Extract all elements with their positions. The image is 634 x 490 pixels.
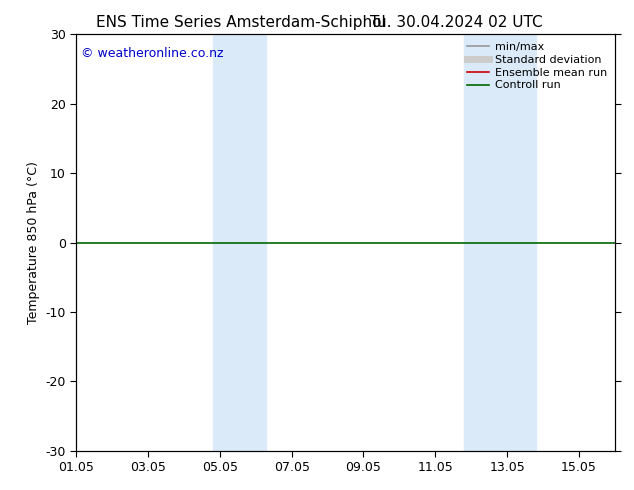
Legend: min/max, Standard deviation, Ensemble mean run, Controll run: min/max, Standard deviation, Ensemble me… xyxy=(463,38,612,95)
Bar xyxy=(212,34,266,451)
Text: ENS Time Series Amsterdam-Schiphol: ENS Time Series Amsterdam-Schiphol xyxy=(96,15,386,30)
Y-axis label: Temperature 850 hPa (°C): Temperature 850 hPa (°C) xyxy=(27,161,40,324)
Text: © weatheronline.co.nz: © weatheronline.co.nz xyxy=(81,47,224,60)
Bar xyxy=(464,34,536,451)
Text: Tu. 30.04.2024 02 UTC: Tu. 30.04.2024 02 UTC xyxy=(370,15,543,30)
